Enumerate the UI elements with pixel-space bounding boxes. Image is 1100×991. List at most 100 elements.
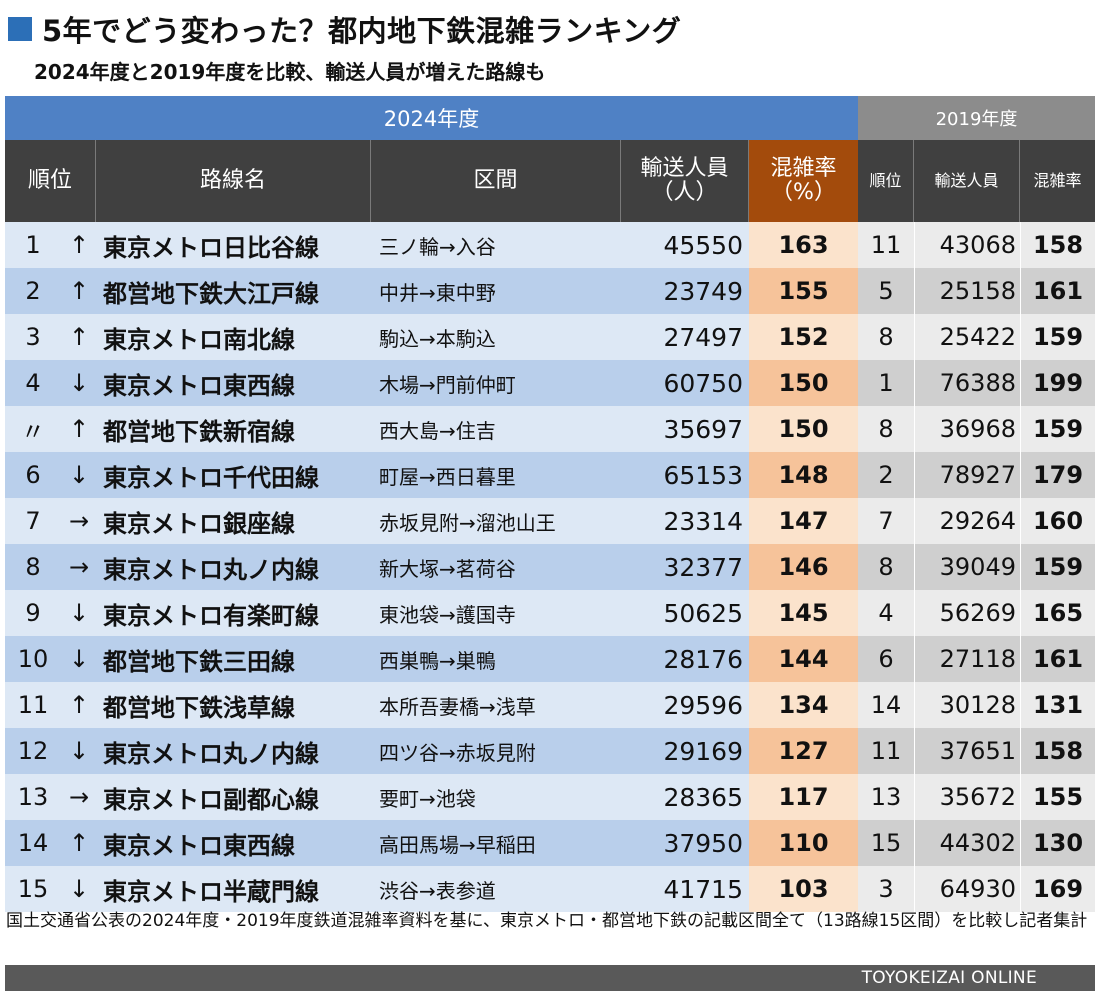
rank-cell: 13: [5, 774, 61, 820]
passengers-cell: 60750: [621, 360, 749, 406]
congestion-cell: 150: [749, 360, 858, 406]
line-name-cell: 都営地下鉄浅草線: [97, 682, 371, 728]
trend-arrow-icon: →: [61, 544, 97, 590]
section-cell: 西大島→住吉: [371, 406, 621, 452]
passengers-cell: 29169: [621, 728, 749, 774]
congestion-cell: 146: [749, 544, 858, 590]
rank-cell: 6: [5, 452, 61, 498]
rank-2019-cell: 7: [858, 498, 914, 544]
passengers-2019-cell: 29264: [914, 498, 1020, 544]
line-name-cell: 都営地下鉄大江戸線: [97, 268, 371, 314]
header-rank: 順位: [5, 140, 96, 222]
rank-2019-cell: 14: [858, 682, 914, 728]
table-row: 9 ↓ 東京メトロ有楽町線 東池袋→護国寺 50625 145 4 56269 165: [5, 590, 1095, 636]
header-congestion-2019: 混雑率: [1020, 140, 1095, 222]
table-row: 12 ↓ 東京メトロ丸ノ内線 四ツ谷→赤坂見附 29169 127 11 37651 158: [5, 728, 1095, 774]
rank-cell: 9: [5, 590, 61, 636]
line-name-cell: 東京メトロ東西線: [97, 360, 371, 406]
passengers-cell: 32377: [621, 544, 749, 590]
trend-arrow-icon: →: [61, 774, 97, 820]
table-row: 10 ↓ 都営地下鉄三田線 西巣鴨→巣鴨 28176 144 6 27118 161: [5, 636, 1095, 682]
line-name-cell: 東京メトロ千代田線: [97, 452, 371, 498]
rank-2019-cell: 15: [858, 820, 914, 866]
header-passengers-label: 輸送人員: [640, 155, 729, 181]
congestion-cell: 155: [749, 268, 858, 314]
rank-2019-cell: 8: [858, 314, 914, 360]
passengers-2019-cell: 64930: [914, 866, 1020, 912]
section-cell: 要町→池袋: [371, 774, 621, 820]
line-name-cell: 東京メトロ半蔵門線: [97, 866, 371, 912]
section-cell: 町屋→西日暮里: [371, 452, 621, 498]
group-header-2019: 2019年度: [858, 96, 1095, 140]
congestion-2019-cell: 158: [1020, 728, 1095, 774]
passengers-cell: 50625: [621, 590, 749, 636]
trend-arrow-icon: ↑: [61, 268, 97, 314]
rank-2019-cell: 8: [858, 406, 914, 452]
trend-arrow-icon: ↑: [61, 222, 97, 268]
congestion-cell: 145: [749, 590, 858, 636]
congestion-cell: 144: [749, 636, 858, 682]
rank-cell: 15: [5, 866, 61, 912]
rank-2019-cell: 11: [858, 728, 914, 774]
congestion-cell: 117: [749, 774, 858, 820]
trend-arrow-icon: ↑: [61, 406, 97, 452]
header-section: 区間: [371, 140, 621, 222]
table-row: 14 ↑ 東京メトロ東西線 高田馬場→早稲田 37950 110 15 44302 130: [5, 820, 1095, 866]
congestion-2019-cell: 199: [1020, 360, 1095, 406]
passengers-2019-cell: 43068: [914, 222, 1020, 268]
passengers-2019-cell: 44302: [914, 820, 1020, 866]
trend-arrow-icon: ↓: [61, 452, 97, 498]
trend-arrow-icon: ↓: [61, 590, 97, 636]
section-cell: 本所吾妻橋→浅草: [371, 682, 621, 728]
rank-cell: 14: [5, 820, 61, 866]
rank-2019-cell: 2: [858, 452, 914, 498]
line-name-cell: 都営地下鉄新宿線: [97, 406, 371, 452]
rank-cell: 10: [5, 636, 61, 682]
trend-arrow-icon: ↓: [61, 728, 97, 774]
header-congestion-label: 混雑率: [770, 155, 837, 181]
line-name-cell: 東京メトロ有楽町線: [97, 590, 371, 636]
footer-credit: TOYOKEIZAI ONLINE: [5, 965, 1095, 991]
line-name-cell: 東京メトロ副都心線: [97, 774, 371, 820]
passengers-2019-cell: 25158: [914, 268, 1020, 314]
trend-arrow-icon: ↓: [61, 636, 97, 682]
trend-arrow-icon: ↑: [61, 820, 97, 866]
table-row: 15 ↓ 東京メトロ半蔵門線 渋谷→表参道 41715 103 3 64930 169: [5, 866, 1095, 912]
passengers-cell: 35697: [621, 406, 749, 452]
trend-arrow-icon: →: [61, 498, 97, 544]
rank-cell: 4: [5, 360, 61, 406]
trend-arrow-icon: ↑: [61, 682, 97, 728]
passengers-2019-cell: 35672: [914, 774, 1020, 820]
page-title: 5年でどう変わった？都内地下鉄混雑ランキング: [8, 10, 681, 48]
rank-cell: 3: [5, 314, 61, 360]
line-name-cell: 東京メトロ東西線: [97, 820, 371, 866]
passengers-cell: 28176: [621, 636, 749, 682]
congestion-2019-cell: 165: [1020, 590, 1095, 636]
rank-cell: 11: [5, 682, 61, 728]
line-name-cell: 東京メトロ日比谷線: [97, 222, 371, 268]
passengers-2019-cell: 25422: [914, 314, 1020, 360]
table-row: 8 → 東京メトロ丸ノ内線 新大塚→茗荷谷 32377 146 8 39049 159: [5, 544, 1095, 590]
section-cell: 東池袋→護国寺: [371, 590, 621, 636]
congestion-cell: 150: [749, 406, 858, 452]
rank-2019-cell: 1: [858, 360, 914, 406]
section-cell: 三ノ輪→入谷: [371, 222, 621, 268]
congestion-cell: 152: [749, 314, 858, 360]
congestion-cell: 103: [749, 866, 858, 912]
passengers-cell: 27497: [621, 314, 749, 360]
section-cell: 新大塚→茗荷谷: [371, 544, 621, 590]
rank-2019-cell: 4: [858, 590, 914, 636]
header-line: 路線名: [96, 140, 371, 222]
rank-2019-cell: 6: [858, 636, 914, 682]
header-congestion: 混雑率 （%）: [749, 140, 858, 222]
passengers-cell: 37950: [621, 820, 749, 866]
congestion-2019-cell: 161: [1020, 636, 1095, 682]
rank-cell: 7: [5, 498, 61, 544]
table-row: 2 ↑ 都営地下鉄大江戸線 中井→東中野 23749 155 5 25158 161: [5, 268, 1095, 314]
congestion-cell: 163: [749, 222, 858, 268]
congestion-2019-cell: 131: [1020, 682, 1095, 728]
section-cell: 中井→東中野: [371, 268, 621, 314]
table-row: 7 → 東京メトロ銀座線 赤坂見附→溜池山王 23314 147 7 29264 160: [5, 498, 1095, 544]
table-row: 1 ↑ 東京メトロ日比谷線 三ノ輪→入谷 45550 163 11 43068 158: [5, 222, 1095, 268]
congestion-2019-cell: 159: [1020, 544, 1095, 590]
